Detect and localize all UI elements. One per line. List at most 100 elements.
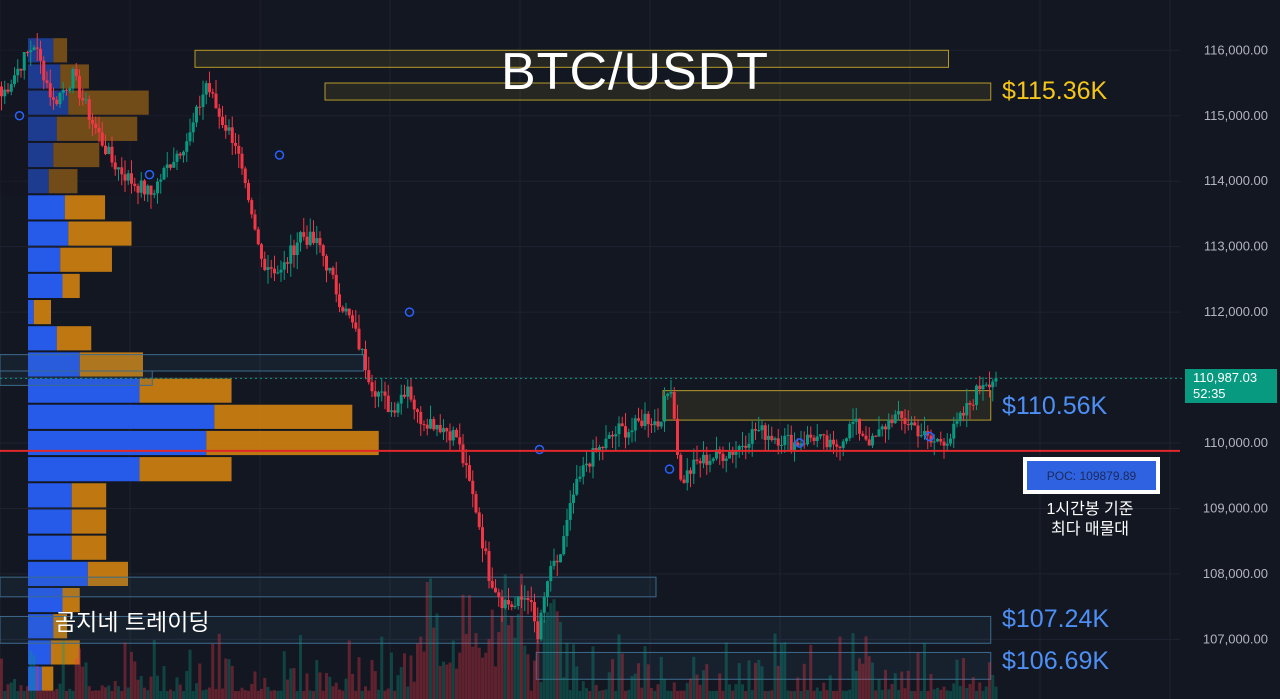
profile-buy-bar xyxy=(28,483,72,508)
candle-body xyxy=(617,423,621,435)
volume-bar xyxy=(331,686,335,699)
candle-body xyxy=(910,422,913,426)
candle-body xyxy=(221,116,224,126)
poc-note: 1시간봉 기준 최다 매물대 xyxy=(1010,500,1170,540)
candle-body xyxy=(438,425,442,433)
candle-body xyxy=(656,421,660,427)
candle-body xyxy=(172,161,176,168)
candle-body xyxy=(393,410,397,413)
candle-body xyxy=(523,598,527,600)
profile-sell-bar xyxy=(33,300,51,325)
volume-bar xyxy=(364,686,367,699)
volume-bar xyxy=(767,690,770,699)
volume-bar xyxy=(672,682,676,699)
volume-bar xyxy=(942,686,946,699)
candle-body xyxy=(949,438,952,444)
candle-body xyxy=(286,262,289,264)
volume-bar xyxy=(984,686,988,699)
volume-bar xyxy=(705,664,709,699)
volume-bar xyxy=(48,690,52,699)
volume-bar xyxy=(549,603,553,699)
candle-body xyxy=(669,392,673,394)
candle-body xyxy=(425,424,429,429)
volume-bar xyxy=(308,690,312,699)
candle-body xyxy=(981,385,985,390)
volume-bar xyxy=(611,659,614,699)
volume-bar xyxy=(819,690,822,699)
candle-body xyxy=(747,443,751,448)
signal-marker xyxy=(144,169,155,180)
candle-body xyxy=(188,132,192,142)
candle-body xyxy=(741,445,744,447)
candle-body xyxy=(614,434,618,437)
y-tick-label: 114,000.00 xyxy=(1204,173,1268,188)
volume-bar xyxy=(975,690,978,699)
candle-body xyxy=(26,52,29,54)
volume-bar xyxy=(377,689,380,699)
candle-body xyxy=(146,185,150,195)
volume-bar xyxy=(152,639,156,699)
candle-body xyxy=(776,438,780,446)
volume-bar xyxy=(591,646,595,699)
candle-body xyxy=(0,86,3,97)
candle-body xyxy=(344,308,348,312)
candle-body xyxy=(341,307,345,312)
candle-body xyxy=(968,402,972,405)
volume-bar xyxy=(39,690,42,699)
candle-body xyxy=(351,315,354,323)
volume-bar xyxy=(162,666,166,699)
volume-bar xyxy=(555,611,559,699)
candle-body xyxy=(916,425,920,437)
volume-bar xyxy=(344,678,348,699)
candle-body xyxy=(854,418,858,422)
volume-bar xyxy=(292,668,296,699)
volume-bar xyxy=(793,690,796,699)
volume-bar xyxy=(178,684,182,699)
volume-bar xyxy=(786,690,790,699)
volume-bar xyxy=(604,689,608,699)
volume-bar xyxy=(858,658,861,699)
volume-bar xyxy=(198,663,202,699)
candle-body xyxy=(906,424,910,426)
profile-sell-bar xyxy=(71,535,107,560)
volume-bar xyxy=(880,689,884,699)
candle-body xyxy=(13,75,16,85)
candle-body xyxy=(159,179,163,182)
candle-body xyxy=(789,434,793,450)
volume-bar xyxy=(851,633,855,699)
candle-body xyxy=(825,435,829,448)
candle-body xyxy=(143,180,146,195)
volume-bar xyxy=(185,670,189,699)
candle-body xyxy=(708,460,712,465)
poc-note-line1: 1시간봉 기준 xyxy=(1046,501,1134,518)
candle-body xyxy=(503,600,507,609)
volume-bar xyxy=(165,691,169,699)
candle-body xyxy=(533,602,536,622)
signal-marker xyxy=(14,111,25,121)
volume-bar xyxy=(614,690,618,699)
candle-body xyxy=(65,89,68,91)
volume-bar xyxy=(461,594,465,699)
candle-body xyxy=(3,89,7,97)
volume-bar xyxy=(328,676,332,699)
candle-body xyxy=(191,122,195,133)
volume-bar xyxy=(305,673,309,699)
volume-bar xyxy=(399,667,403,699)
candle-body xyxy=(240,153,244,169)
candle-body xyxy=(562,536,566,555)
volume-bar xyxy=(988,662,991,699)
volume-bar xyxy=(653,690,657,699)
volume-bar xyxy=(445,664,449,699)
candle-body xyxy=(858,418,861,434)
candle-body xyxy=(711,458,715,461)
candle-body xyxy=(754,429,757,431)
volume-bar xyxy=(747,660,751,699)
volume-bar xyxy=(832,690,835,699)
volume-bar xyxy=(253,671,257,699)
candle-body xyxy=(136,185,140,193)
candle-body xyxy=(367,370,371,383)
candle-body xyxy=(68,88,72,91)
candle-body xyxy=(539,612,543,640)
volume-bar xyxy=(516,614,520,699)
candle-body xyxy=(913,422,917,426)
